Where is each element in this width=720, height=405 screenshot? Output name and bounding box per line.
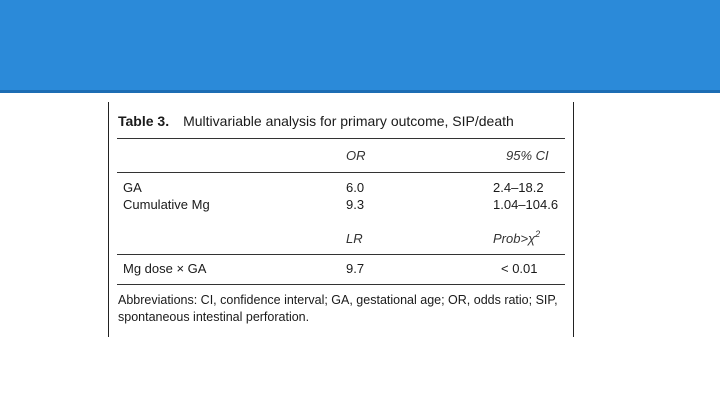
header-ci: 95% CI [506,148,549,163]
row-ci: 2.4–18.2 [493,180,544,195]
rule-bottom [117,284,565,285]
header-prob-superscript: 2 [535,229,541,239]
table-figure: Table 3. Multivariable analysis for prima… [108,102,574,337]
rule-mid [117,254,565,255]
header-prob-label: Prob>χ [493,231,536,246]
table-label: Table 3. [118,113,170,129]
rule-header [117,172,565,173]
row-name: GA [123,180,142,195]
header-lr: LR [346,231,363,246]
header-banner-edge [0,90,720,93]
header-or: OR [346,148,366,163]
header-prob: Prob>χ2 [493,229,541,246]
table-caption: Table 3. Multivariable analysis for prima… [118,113,514,129]
rule-top [117,138,565,139]
row-or: 6.0 [346,180,365,195]
row-lr: 9.7 [346,261,365,276]
row-name: Mg dose × GA [123,261,207,276]
row-ci: 1.04–104.6 [493,197,559,212]
table-title: Multivariable analysis for primary outco… [183,113,514,129]
row-name: Cumulative Mg [123,197,210,212]
row-or: 9.3 [346,197,365,212]
header-banner [0,0,720,90]
row-p: < 0.01 [501,261,538,276]
table-footnote: Abbreviations: CI, confidence interval; … [118,293,558,324]
